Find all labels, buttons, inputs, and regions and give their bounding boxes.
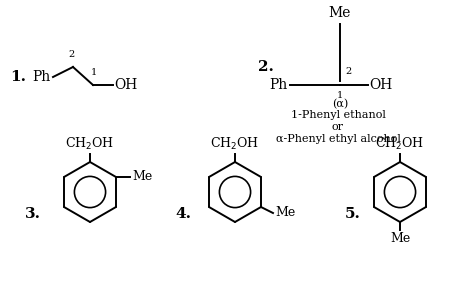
Text: OH: OH (114, 78, 137, 92)
Text: OH: OH (369, 78, 392, 92)
Text: 3.: 3. (25, 207, 41, 221)
Text: or: or (332, 122, 344, 132)
Text: 1: 1 (91, 68, 97, 77)
Text: Me: Me (329, 6, 351, 20)
Text: 1: 1 (337, 91, 343, 100)
Text: 2.: 2. (258, 60, 274, 74)
Text: α-Phenyl ethyl alcohol: α-Phenyl ethyl alcohol (275, 134, 401, 144)
Text: 1.: 1. (10, 70, 26, 84)
Text: (α): (α) (332, 99, 348, 109)
Text: Ph: Ph (270, 78, 288, 92)
Text: CH$_2$OH: CH$_2$OH (210, 136, 260, 152)
Text: Me: Me (132, 171, 152, 183)
Text: CH$_2$OH: CH$_2$OH (375, 136, 425, 152)
Text: 5.: 5. (345, 207, 361, 221)
Text: 4.: 4. (175, 207, 191, 221)
Text: 2: 2 (345, 67, 351, 76)
Text: 2: 2 (69, 50, 75, 59)
Text: 1-Phenyl ethanol: 1-Phenyl ethanol (291, 110, 385, 120)
Text: CH$_2$OH: CH$_2$OH (65, 136, 115, 152)
Text: Me: Me (390, 232, 410, 245)
Text: Me: Me (275, 206, 295, 220)
Text: Ph: Ph (32, 70, 50, 84)
